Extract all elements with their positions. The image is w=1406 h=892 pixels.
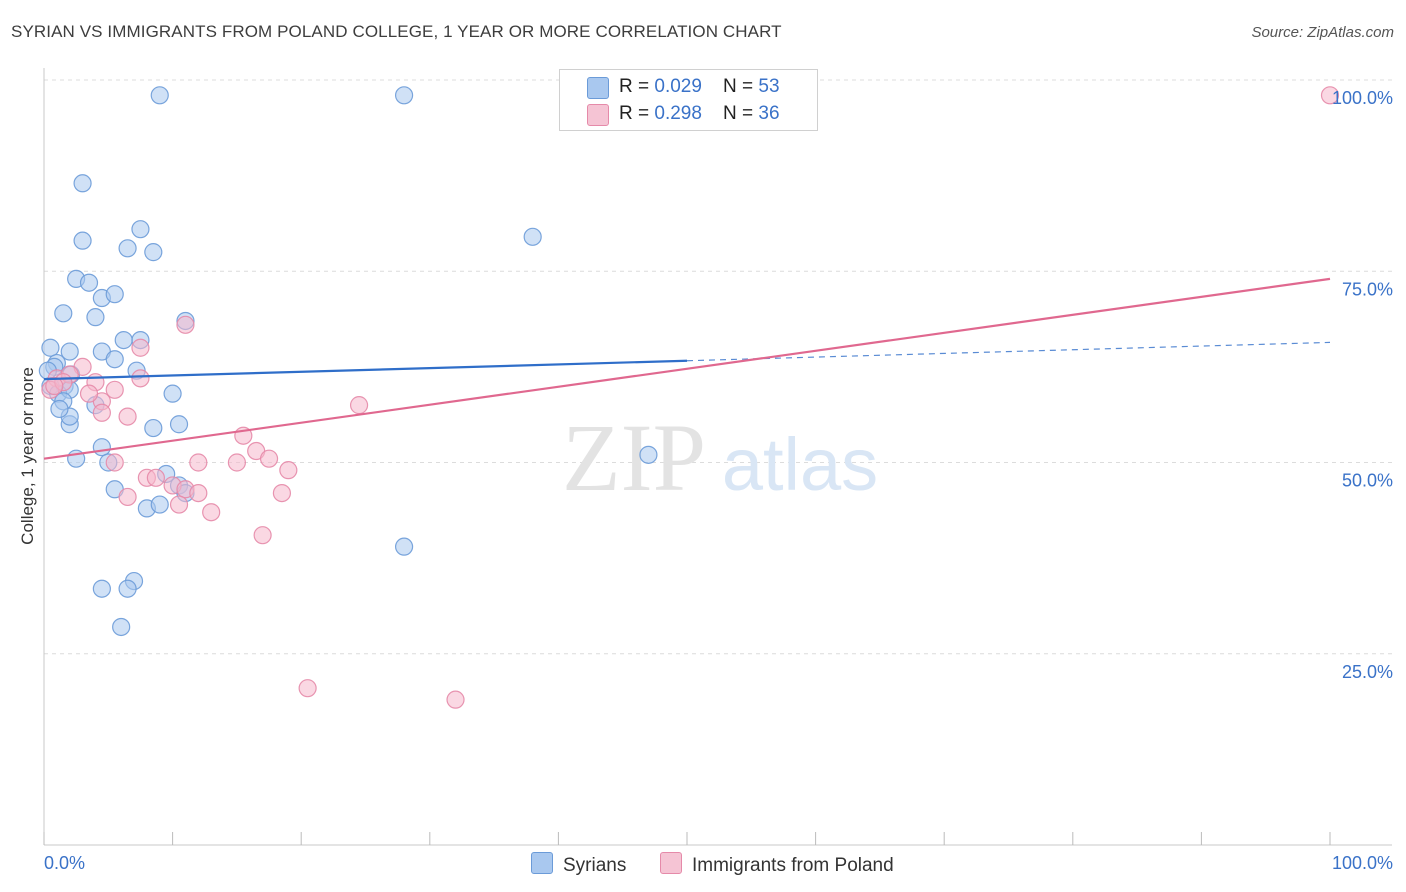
poland-point bbox=[253, 526, 272, 545]
syrian-point bbox=[60, 342, 79, 361]
x-tick-labels: 0.0% 100.0% bbox=[44, 853, 1393, 873]
syrian-point bbox=[79, 273, 99, 292]
y-tick-label-50: 50.0% bbox=[1342, 471, 1393, 491]
legend-swatch-blue bbox=[587, 77, 609, 99]
poland-point bbox=[105, 453, 124, 472]
syrian-point bbox=[394, 86, 414, 105]
poland-point bbox=[349, 396, 369, 415]
syrian-point bbox=[131, 220, 150, 239]
syrian-point bbox=[54, 304, 73, 323]
poland-point bbox=[45, 376, 64, 396]
watermark-zip: ZIP bbox=[562, 404, 706, 511]
poland-point bbox=[279, 461, 298, 480]
syrian-point bbox=[112, 617, 131, 637]
poland-point bbox=[146, 468, 165, 487]
poland-point bbox=[1320, 86, 1340, 105]
poland-point bbox=[131, 369, 150, 388]
bottom-legend-poland: Immigrants from Poland bbox=[660, 852, 894, 877]
syrian-point bbox=[150, 495, 169, 514]
trend-lines bbox=[43, 277, 1331, 460]
y-axis-label: College, 1 year or more bbox=[18, 367, 37, 545]
poland-point bbox=[189, 484, 208, 503]
watermark-atlas: atlas bbox=[722, 423, 878, 506]
x-tick-label-max: 100.0% bbox=[1332, 853, 1393, 873]
syrian-point bbox=[169, 415, 189, 434]
poland-point bbox=[202, 503, 221, 522]
x-tick-label-min: 0.0% bbox=[44, 853, 85, 873]
y-tick-label-25: 25.0% bbox=[1342, 662, 1393, 682]
poland-point bbox=[259, 449, 279, 468]
syrian-point bbox=[144, 418, 163, 438]
y-tick-labels: 25.0% 50.0% 75.0% 100.0% bbox=[1332, 88, 1393, 682]
poland-point bbox=[446, 690, 465, 709]
poland-point bbox=[118, 487, 137, 507]
syrian-point bbox=[150, 86, 169, 105]
syrian-point bbox=[105, 285, 124, 304]
syrian-point bbox=[105, 350, 124, 369]
y-tick-label-100: 100.0% bbox=[1332, 88, 1393, 108]
poland-point bbox=[105, 380, 124, 399]
poland-point bbox=[189, 453, 208, 472]
legend-swatch-pink bbox=[587, 104, 609, 126]
syrian-point bbox=[118, 579, 137, 598]
syrian-point bbox=[114, 331, 133, 350]
syrian-point bbox=[92, 438, 111, 457]
poland-point bbox=[169, 495, 189, 514]
grid-lines bbox=[44, 79, 1392, 655]
syrian-point bbox=[86, 308, 105, 327]
bottom-legend-syrians: Syrians bbox=[531, 852, 626, 877]
poland-point bbox=[79, 384, 99, 403]
syrian-trend-extension bbox=[686, 341, 1331, 362]
poland-point bbox=[92, 403, 111, 422]
syrian-point bbox=[639, 445, 658, 464]
syrian-point bbox=[163, 384, 182, 403]
syrian-point bbox=[118, 239, 137, 258]
syrian-point bbox=[73, 174, 92, 193]
chart-title: SYRIAN VS IMMIGRANTS FROM POLAND COLLEGE… bbox=[11, 22, 782, 41]
correlation-legend: R = 0.029 N = 53 R = 0.298 N = 36 bbox=[559, 69, 818, 131]
watermark: ZIP atlas bbox=[562, 404, 878, 511]
syrian-point bbox=[92, 579, 111, 598]
poland-point bbox=[118, 407, 137, 426]
syrian-trend-line bbox=[43, 359, 688, 381]
y-tick-label-75: 75.0% bbox=[1342, 279, 1393, 299]
syrian-point bbox=[41, 338, 60, 357]
poland-point bbox=[227, 453, 246, 472]
bottom-legend-swatch-blue bbox=[531, 852, 553, 874]
syrian-point bbox=[50, 399, 69, 419]
syrian-point bbox=[144, 243, 163, 262]
poland-point bbox=[272, 484, 292, 503]
axes bbox=[43, 68, 1392, 846]
source-label: Source: ZipAtlas.com bbox=[1251, 24, 1394, 41]
syrian-point bbox=[523, 227, 542, 246]
data-points bbox=[38, 86, 1340, 709]
poland-point bbox=[131, 338, 150, 357]
poland-point bbox=[176, 315, 195, 334]
poland-point bbox=[298, 679, 317, 698]
syrian-point bbox=[394, 537, 414, 556]
bottom-legend-swatch-pink bbox=[660, 852, 682, 874]
syrian-point bbox=[73, 231, 92, 250]
poland-trend-line bbox=[43, 277, 1331, 460]
